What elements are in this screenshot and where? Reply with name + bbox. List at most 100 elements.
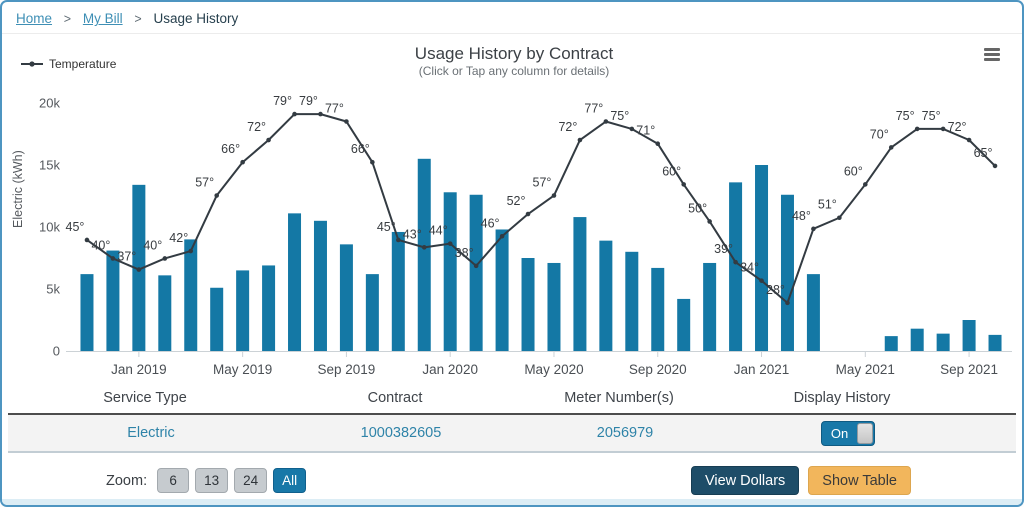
temperature-point[interactable] (811, 226, 816, 232)
temperature-point[interactable] (940, 126, 946, 132)
chart-subtitle: (Click or Tap any column for details) (418, 64, 610, 78)
temperature-point[interactable] (344, 119, 349, 124)
temperature-label: 60° (844, 164, 863, 178)
temperature-point[interactable] (396, 237, 401, 243)
usage-bar[interactable] (236, 270, 250, 351)
temperature-point[interactable] (914, 126, 920, 132)
breadcrumb-home-link[interactable]: Home (16, 11, 53, 26)
usage-bar[interactable] (417, 158, 431, 351)
usage-bar[interactable] (158, 275, 172, 351)
temperature-point[interactable] (863, 182, 868, 187)
usage-bar[interactable] (184, 239, 198, 351)
temperature-point[interactable] (707, 219, 712, 224)
temperature-point[interactable] (551, 193, 557, 198)
temperature-point[interactable] (655, 141, 661, 147)
temperature-label: 66° (221, 142, 240, 156)
temperature-point[interactable] (603, 119, 609, 124)
temperature-point[interactable] (759, 278, 764, 283)
temperature-point[interactable] (473, 263, 479, 269)
usage-bar[interactable] (962, 320, 976, 351)
temperature-legend-item[interactable]: Temperature (20, 57, 116, 71)
temperature-point[interactable] (447, 241, 453, 246)
usage-bar[interactable] (80, 274, 94, 351)
usage-bar[interactable] (599, 240, 613, 351)
usage-bar[interactable] (755, 165, 769, 351)
view-dollars-button[interactable]: View Dollars (690, 466, 800, 495)
usage-bar[interactable] (806, 274, 820, 351)
usage-bar[interactable] (210, 287, 224, 351)
y-axis-tick-label: 0 (53, 344, 60, 359)
temperature-point[interactable] (421, 245, 427, 250)
usage-bar[interactable] (910, 328, 924, 351)
temperature-point[interactable] (888, 145, 894, 150)
usage-bar[interactable] (547, 262, 561, 351)
temperature-point[interactable] (966, 137, 972, 143)
usage-bar[interactable] (573, 217, 587, 351)
temperature-point[interactable] (525, 211, 531, 217)
temperature-point[interactable] (292, 111, 297, 117)
temperature-point[interactable] (681, 182, 686, 187)
temperature-label: 50° (688, 201, 707, 215)
temperature-label: 42° (169, 231, 188, 245)
temperature-point[interactable] (785, 300, 790, 306)
usage-bar[interactable] (651, 267, 665, 351)
zoom-group: Zoom: 6 13 24 All (106, 468, 307, 493)
usage-bar[interactable] (780, 194, 794, 351)
usage-bar[interactable] (469, 194, 483, 351)
contract-info-table: Service Type Contract Meter Number(s) Di… (2, 383, 1022, 453)
usage-bar[interactable] (339, 244, 353, 351)
temperature-label: 28° (766, 283, 785, 297)
temperature-point[interactable] (110, 256, 116, 261)
usage-bar[interactable] (703, 262, 717, 351)
temperature-point[interactable] (629, 126, 635, 132)
temperature-point[interactable] (992, 163, 998, 169)
x-axis-tick-label: Jan 2021 (734, 362, 790, 377)
temperature-point[interactable] (136, 267, 142, 272)
zoom-6-button[interactable]: 6 (157, 468, 190, 493)
temperature-label: 75° (896, 109, 915, 123)
usage-bar[interactable] (884, 336, 898, 351)
temperature-point[interactable] (370, 159, 375, 165)
usage-bar[interactable] (106, 250, 120, 351)
usage-bar[interactable] (521, 258, 535, 351)
contract-info-header-row: Service Type Contract Meter Number(s) Di… (2, 383, 1022, 413)
usage-bar[interactable] (988, 334, 1002, 351)
breadcrumb-my-bill-link[interactable]: My Bill (82, 11, 123, 26)
usage-bar[interactable] (729, 182, 743, 351)
usage-bar[interactable] (443, 192, 457, 351)
usage-bar[interactable] (936, 333, 950, 351)
temperature-point[interactable] (214, 193, 219, 198)
temperature-label: 40° (143, 238, 162, 252)
temperature-point[interactable] (837, 215, 842, 221)
temperature-point[interactable] (188, 248, 194, 254)
temperature-label: 75° (610, 109, 629, 123)
bottom-accent-strip (2, 499, 1022, 505)
temperature-point[interactable] (499, 233, 505, 239)
usage-bar[interactable] (391, 231, 405, 351)
usage-bar[interactable] (677, 298, 691, 351)
usage-bar[interactable] (495, 229, 509, 351)
temperature-label: 71° (636, 124, 655, 138)
zoom-13-button[interactable]: 13 (195, 468, 229, 493)
temperature-point[interactable] (162, 256, 168, 261)
temperature-point[interactable] (84, 237, 90, 243)
show-table-button[interactable]: Show Table (808, 466, 911, 495)
usage-bar[interactable] (288, 213, 302, 351)
usage-bar[interactable] (313, 220, 327, 351)
temperature-point[interactable] (318, 111, 323, 117)
chart-context-menu-icon[interactable] (984, 48, 1000, 61)
temperature-point[interactable] (577, 137, 583, 143)
temperature-label: 34° (740, 261, 759, 275)
usage-bar[interactable] (625, 251, 639, 351)
usage-bar[interactable] (365, 274, 379, 351)
temperature-label: 43° (403, 227, 422, 241)
usage-bar[interactable] (262, 265, 276, 351)
display-history-toggle[interactable]: On (821, 420, 875, 446)
temperature-point[interactable] (240, 159, 245, 165)
temperature-point[interactable] (733, 259, 738, 265)
header-contract: Contract (367, 390, 423, 406)
temperature-point[interactable] (266, 137, 271, 143)
zoom-all-button[interactable]: All (273, 468, 307, 493)
zoom-24-button[interactable]: 24 (234, 468, 268, 493)
